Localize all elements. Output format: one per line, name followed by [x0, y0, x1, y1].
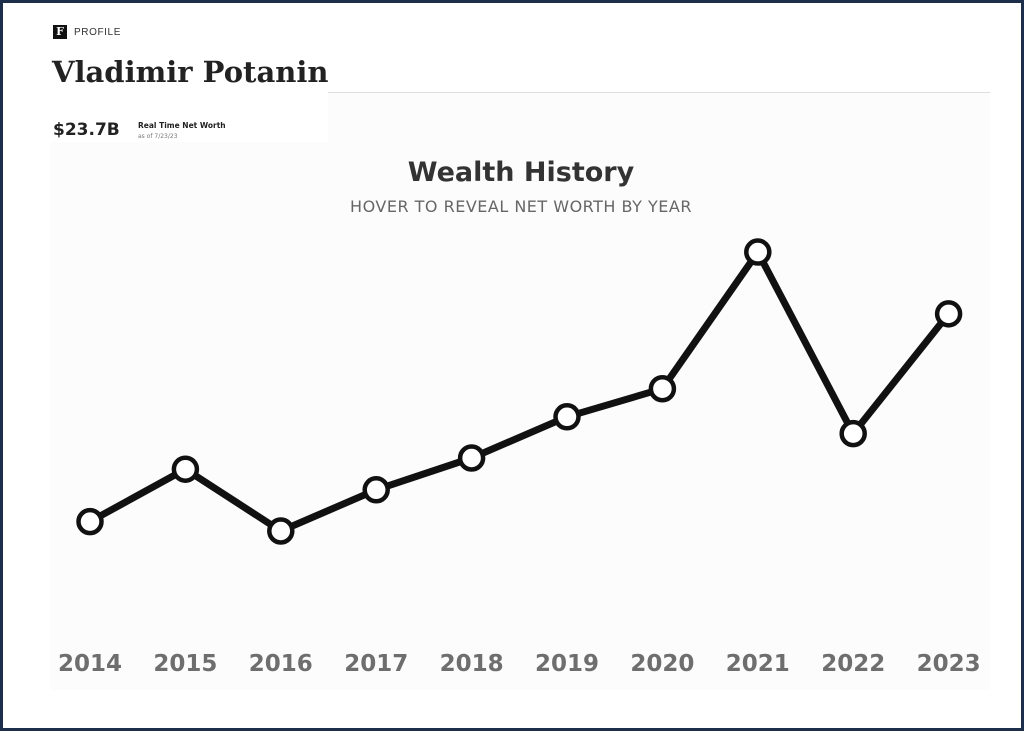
x-tick-label-2018: 2018 [440, 651, 504, 677]
plot-area: 2014 2015 2016 2017 2018 2019 2020 2021 2022 2023 [58, 238, 981, 677]
chart-title: Wealth History [408, 157, 635, 188]
x-tick-label-2014: 2014 [58, 651, 122, 677]
chart-subtitle: HOVER TO REVEAL NET WORTH BY YEAR [350, 197, 692, 216]
brand: F PROFILE [53, 25, 121, 39]
x-tick-label-2022: 2022 [821, 651, 885, 677]
series-line [86, 248, 953, 535]
net-worth-value: $23.7B [53, 120, 120, 140]
profile-header [40, 16, 328, 142]
header-divider [50, 92, 990, 93]
data-point-2022[interactable] [839, 419, 867, 448]
data-point-2023[interactable] [934, 300, 963, 328]
x-tick-label-2023: 2023 [917, 651, 981, 677]
forbes-logo-icon: F [53, 25, 67, 39]
net-worth-label: Real Time Net Worth [138, 121, 226, 130]
profile-label: PROFILE [74, 26, 121, 38]
data-point-2021[interactable] [744, 238, 772, 266]
data-point-2016[interactable] [267, 517, 295, 545]
data-point-2018[interactable] [457, 444, 486, 472]
x-tick-label-2020: 2020 [630, 651, 694, 677]
person-name: Vladimir Potanin [52, 55, 329, 89]
data-point-2020[interactable] [648, 374, 677, 403]
net-worth-date: as of 7/23/23 [138, 133, 178, 140]
data-point-2015[interactable] [171, 455, 200, 483]
data-point-2017[interactable] [362, 476, 390, 504]
x-tick-label-2016: 2016 [249, 651, 313, 677]
x-tick-label-2019: 2019 [535, 651, 599, 677]
data-point-2014[interactable] [76, 507, 104, 536]
x-tick-label-2017: 2017 [344, 651, 408, 677]
data-point-2019[interactable] [553, 403, 581, 431]
x-tick-label-2015: 2015 [153, 651, 217, 677]
x-tick-label-2021: 2021 [726, 651, 790, 677]
